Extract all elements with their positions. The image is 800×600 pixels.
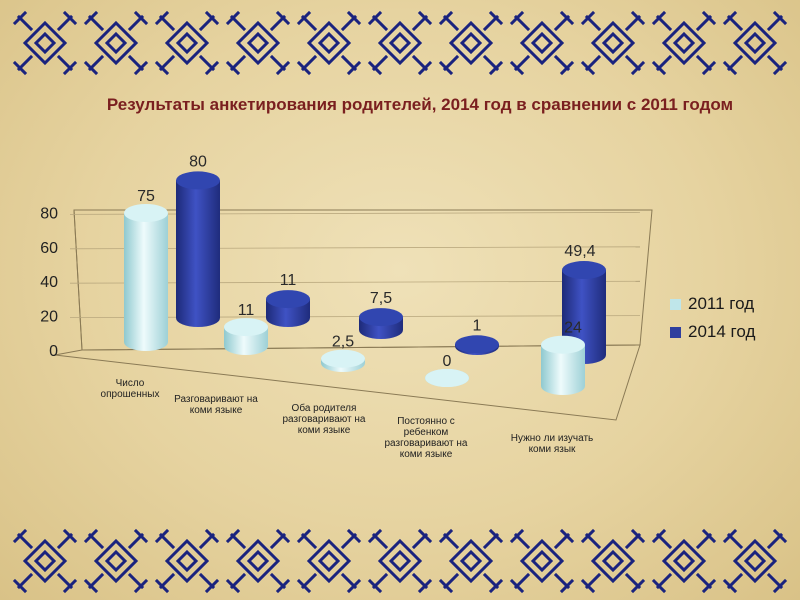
legend-item-2011: 2011 год — [670, 290, 755, 318]
y-tick-label: 60 — [40, 240, 58, 257]
ornament-motif — [651, 528, 717, 594]
data-label-2011: 0 — [443, 353, 452, 370]
ornament-motif — [83, 10, 149, 76]
data-label-2011: 2,5 — [332, 334, 354, 351]
x-category-label: Разговаривают на коми языке — [174, 394, 258, 416]
ornament-motif — [651, 10, 717, 76]
x-category-label: Оба родителя разговаривают на коми языке — [283, 402, 366, 436]
ornament-motif — [438, 528, 504, 594]
legend: 2011 год 2014 год — [670, 290, 755, 346]
y-tick-label: 20 — [40, 309, 58, 326]
bar-2014-3 — [359, 308, 403, 339]
y-tick-label: 80 — [40, 205, 58, 222]
ornament-motif — [438, 10, 504, 76]
data-label-2014: 80 — [189, 153, 207, 170]
legend-label-2014: 2014 год — [688, 322, 756, 341]
data-label-2014: 49,4 — [564, 243, 595, 260]
ornament-motif — [367, 10, 433, 76]
ornament-motif — [509, 528, 575, 594]
data-label-2011: 24 — [564, 320, 582, 337]
ornament-motif — [12, 528, 78, 594]
data-label-2014: 7,5 — [370, 290, 392, 307]
x-category-label: Постоянно с ребенком разговаривают на коми … — [385, 416, 468, 460]
ornament-motif — [296, 528, 362, 594]
y-tick-label: 0 — [49, 343, 58, 360]
bar-2014-1 — [176, 171, 220, 327]
bar-2014-4 — [455, 335, 499, 355]
bottom-ornament-border — [12, 528, 788, 594]
legend-swatch-2014 — [670, 326, 681, 338]
chart-title: Результаты анкетирования родителей, 2014… — [106, 95, 734, 114]
ornament-motif — [83, 528, 149, 594]
ornament-motif — [154, 10, 220, 76]
plot-left-edge — [73, 209, 83, 351]
plot-floor — [54, 344, 641, 421]
ornament-motif — [722, 10, 788, 76]
ornament-motif — [225, 528, 291, 594]
data-label-2014: 11 — [280, 272, 297, 289]
data-label-2014: 1 — [473, 317, 482, 334]
bar-2014-2 — [266, 290, 310, 327]
ornament-motif — [580, 528, 646, 594]
bar-2011-1 — [124, 204, 168, 351]
ornament-motif — [722, 528, 788, 594]
data-label-2011: 75 — [137, 188, 155, 205]
bar-2011-4 — [425, 369, 469, 387]
y-tick-label: 40 — [40, 274, 58, 291]
ornament-motif — [509, 10, 575, 76]
ornament-motif — [225, 10, 291, 76]
data-label-2011: 11 — [238, 302, 255, 319]
bar-2011-2 — [224, 318, 268, 355]
ornament-motif — [12, 10, 78, 76]
bar-2011-5 — [541, 335, 585, 395]
x-category-label: Число опрошенных — [101, 378, 160, 400]
ornament-motif — [580, 10, 646, 76]
ornament-motif — [367, 528, 433, 594]
bar-2011-3 — [321, 349, 365, 372]
top-ornament-border — [12, 10, 788, 76]
legend-label-2011: 2011 год — [688, 294, 755, 313]
legend-item-2014: 2014 год — [670, 318, 755, 346]
ornament-motif — [154, 528, 220, 594]
ornament-motif — [296, 10, 362, 76]
x-category-label: Нужно ли изучать коми язык — [511, 433, 594, 455]
legend-swatch-2011 — [670, 298, 681, 310]
